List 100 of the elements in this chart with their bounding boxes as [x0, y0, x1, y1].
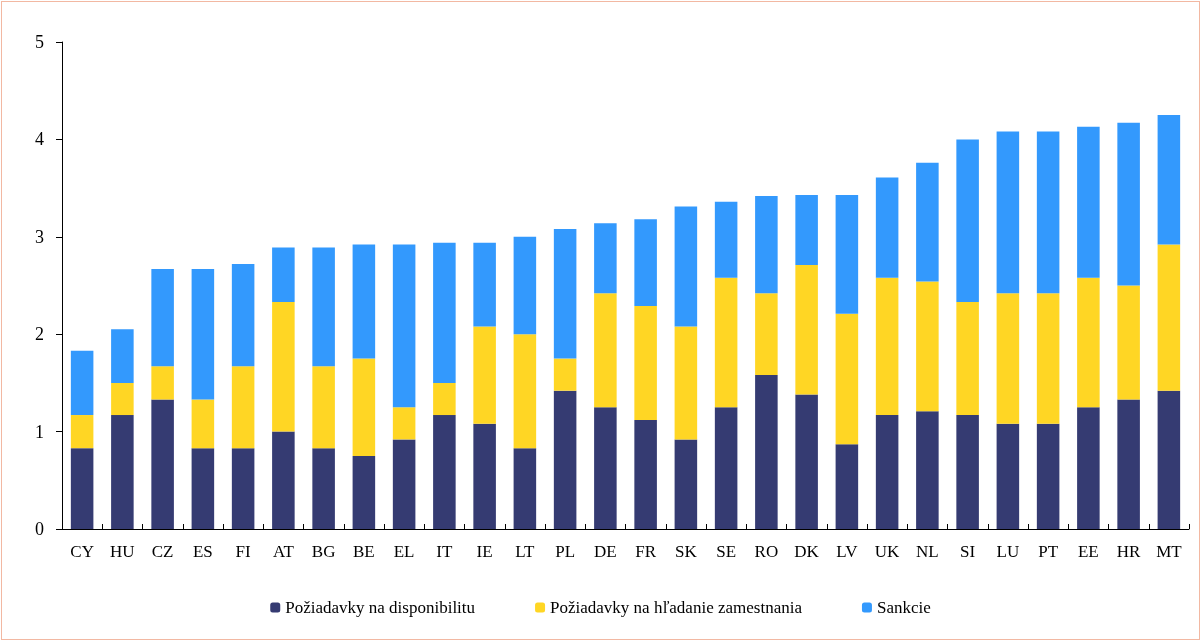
bar: [1036, 423, 1060, 529]
bar: [594, 223, 617, 294]
legend-label: Sankcie: [876, 598, 931, 617]
bar: [151, 366, 174, 400]
bar: [433, 382, 456, 416]
x-tick-label: LU: [996, 542, 1020, 561]
x-tick-label: CY: [70, 542, 94, 561]
bar: [1036, 293, 1060, 424]
bar: [916, 411, 939, 529]
bar: [714, 407, 738, 529]
bar: [634, 219, 657, 306]
x-tick-label: EL: [393, 542, 415, 561]
bar: [473, 242, 496, 327]
bar: [272, 247, 295, 303]
x-tick-label: SE: [716, 542, 737, 561]
bar: [835, 313, 859, 445]
bar: [231, 264, 255, 367]
bar: [795, 265, 818, 395]
bar: [312, 448, 335, 529]
y-tick-label: 2: [35, 324, 44, 345]
bar: [70, 350, 94, 416]
bar: [1077, 407, 1100, 529]
y-tick-label: 1: [35, 421, 44, 442]
bar: [392, 439, 416, 529]
bar: [956, 415, 979, 529]
x-tick-label: RO: [754, 542, 779, 561]
bar: [835, 194, 859, 314]
bar: [634, 419, 657, 529]
bar: [473, 423, 496, 529]
x-tick-label: PL: [555, 542, 576, 561]
x-tick-label: CZ: [151, 542, 174, 561]
bar: [473, 326, 496, 424]
x-tick-label: MT: [1156, 542, 1183, 561]
bar: [1157, 244, 1181, 391]
x-tick-label: LV: [836, 542, 859, 561]
bar: [795, 194, 818, 266]
bar: [513, 448, 537, 529]
y-tick-label: 3: [35, 226, 44, 247]
bar: [151, 399, 174, 529]
bar: [795, 394, 818, 529]
x-tick-label: HU: [110, 542, 135, 561]
bar: [1077, 126, 1100, 278]
bar: [916, 162, 939, 282]
x-tick-label: NL: [916, 542, 939, 561]
bar: [1157, 115, 1181, 245]
bar: [433, 242, 456, 383]
bar: [594, 407, 617, 529]
x-tick-label: FR: [635, 542, 657, 561]
bar: [755, 375, 778, 529]
bar: [70, 448, 94, 529]
bar: [1117, 399, 1140, 529]
x-tick-label: PT: [1038, 542, 1059, 561]
bar: [1036, 131, 1060, 294]
bar: [151, 268, 174, 367]
bar: [674, 206, 698, 327]
x-tick-label: HR: [1116, 542, 1142, 561]
y-tick-label: 0: [35, 519, 44, 539]
bar: [191, 399, 215, 449]
bar: [956, 139, 979, 303]
bar: [513, 334, 537, 449]
x-tick-label: LT: [515, 542, 536, 561]
bar: [835, 444, 859, 529]
bar: [755, 195, 778, 294]
x-tick-label: IT: [436, 542, 454, 561]
y-tick-label: 5: [35, 32, 44, 52]
x-tick-label: FI: [235, 542, 252, 561]
bar: [272, 431, 295, 529]
bar: [111, 415, 134, 529]
bar: [111, 382, 134, 416]
bar: [433, 415, 456, 529]
bar: [70, 415, 94, 449]
bar: [191, 268, 215, 400]
bar: [312, 366, 335, 449]
bar: [272, 302, 295, 432]
x-tick-label: AT: [272, 542, 295, 561]
bar: [392, 407, 416, 440]
bar: [996, 423, 1020, 529]
bar: [352, 358, 376, 456]
x-tick-label: EE: [1077, 542, 1099, 561]
bar: [956, 302, 979, 416]
bar: [312, 247, 335, 367]
bar: [996, 293, 1020, 424]
bar: [916, 281, 939, 412]
bar: [1117, 285, 1140, 400]
x-tick-label: DK: [794, 542, 820, 561]
bar: [231, 448, 255, 529]
x-tick-label: DE: [594, 542, 617, 561]
bar: [111, 329, 134, 383]
x-tick-label: SK: [675, 542, 698, 561]
bar: [996, 131, 1020, 294]
bar: [674, 326, 698, 440]
bar: [231, 366, 255, 449]
bar: [553, 358, 577, 391]
bar: [392, 244, 416, 408]
bar: [1117, 122, 1140, 286]
y-tick-label: 4: [35, 129, 44, 150]
x-tick-label: BG: [311, 542, 336, 561]
bar: [1077, 277, 1100, 408]
bar: [352, 455, 376, 529]
bar: [352, 244, 376, 359]
